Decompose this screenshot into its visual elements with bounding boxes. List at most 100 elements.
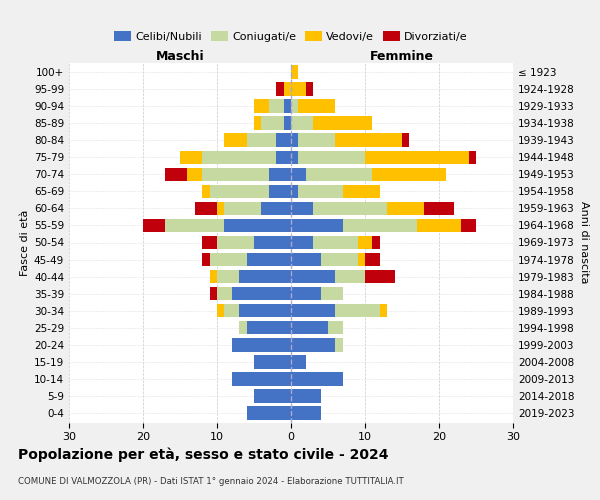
Bar xyxy=(291,287,320,300)
Bar xyxy=(291,338,335,351)
Bar xyxy=(306,82,313,96)
Bar xyxy=(291,219,343,232)
Bar xyxy=(387,202,424,215)
Bar xyxy=(380,304,387,318)
Bar xyxy=(143,219,165,232)
Bar xyxy=(291,202,313,215)
Bar xyxy=(284,82,291,96)
Bar xyxy=(254,356,291,368)
Bar xyxy=(313,202,387,215)
Bar xyxy=(262,202,291,215)
Bar xyxy=(313,116,373,130)
Bar xyxy=(373,236,380,249)
Bar xyxy=(232,372,291,386)
Bar xyxy=(291,116,313,130)
Bar xyxy=(217,236,254,249)
Bar xyxy=(254,390,291,402)
Bar xyxy=(291,65,298,78)
Bar xyxy=(417,219,461,232)
Bar xyxy=(365,253,380,266)
Bar xyxy=(247,134,276,147)
Bar xyxy=(239,321,247,334)
Bar xyxy=(224,304,239,318)
Bar xyxy=(402,134,409,147)
Bar xyxy=(291,150,298,164)
Bar xyxy=(343,219,417,232)
Bar xyxy=(217,202,224,215)
Bar xyxy=(202,168,269,181)
Bar xyxy=(291,82,306,96)
Y-axis label: Fasce di età: Fasce di età xyxy=(20,210,30,276)
Y-axis label: Anni di nascita: Anni di nascita xyxy=(579,201,589,284)
Text: Maschi: Maschi xyxy=(155,50,205,62)
Bar xyxy=(224,134,247,147)
Bar xyxy=(320,253,358,266)
Bar xyxy=(284,100,291,112)
Bar xyxy=(298,184,343,198)
Bar xyxy=(165,219,224,232)
Bar xyxy=(291,390,320,402)
Bar xyxy=(298,134,335,147)
Bar xyxy=(461,219,476,232)
Bar xyxy=(365,270,395,283)
Bar xyxy=(313,236,358,249)
Bar xyxy=(320,287,343,300)
Bar xyxy=(365,150,469,164)
Bar xyxy=(247,253,291,266)
Bar xyxy=(291,304,335,318)
Bar xyxy=(291,236,313,249)
Bar xyxy=(335,134,402,147)
Bar xyxy=(291,406,320,420)
Bar xyxy=(298,150,365,164)
Bar xyxy=(232,287,291,300)
Bar xyxy=(254,100,269,112)
Bar xyxy=(291,270,335,283)
Bar xyxy=(335,304,380,318)
Bar xyxy=(239,270,291,283)
Legend: Celibi/Nubili, Coniugati/e, Vedovi/e, Divorziati/e: Celibi/Nubili, Coniugati/e, Vedovi/e, Di… xyxy=(110,26,472,46)
Bar xyxy=(187,168,202,181)
Bar xyxy=(165,168,187,181)
Bar xyxy=(291,356,306,368)
Bar xyxy=(358,253,365,266)
Bar xyxy=(224,202,262,215)
Bar xyxy=(224,219,291,232)
Bar xyxy=(202,184,209,198)
Bar xyxy=(291,253,320,266)
Bar xyxy=(239,304,291,318)
Bar xyxy=(269,168,291,181)
Bar xyxy=(217,304,224,318)
Bar xyxy=(424,202,454,215)
Bar xyxy=(202,236,217,249)
Bar xyxy=(335,270,365,283)
Bar xyxy=(276,134,291,147)
Bar xyxy=(217,270,239,283)
Text: Popolazione per età, sesso e stato civile - 2024: Popolazione per età, sesso e stato civil… xyxy=(18,448,389,462)
Bar xyxy=(335,338,343,351)
Bar xyxy=(276,82,284,96)
Bar xyxy=(343,184,380,198)
Bar xyxy=(254,236,291,249)
Bar xyxy=(291,134,298,147)
Bar xyxy=(328,321,343,334)
Bar xyxy=(247,321,291,334)
Bar xyxy=(306,168,373,181)
Bar xyxy=(232,338,291,351)
Bar xyxy=(209,184,269,198)
Bar xyxy=(358,236,373,249)
Bar xyxy=(202,253,209,266)
Text: Femmine: Femmine xyxy=(370,50,434,62)
Bar xyxy=(202,150,276,164)
Bar xyxy=(469,150,476,164)
Text: COMUNE DI VALMOZZOLA (PR) - Dati ISTAT 1° gennaio 2024 - Elaborazione TUTTITALIA: COMUNE DI VALMOZZOLA (PR) - Dati ISTAT 1… xyxy=(18,478,404,486)
Bar xyxy=(291,168,306,181)
Bar xyxy=(291,372,343,386)
Bar xyxy=(298,100,335,112)
Bar xyxy=(291,321,328,334)
Bar xyxy=(262,116,284,130)
Bar xyxy=(276,150,291,164)
Bar xyxy=(180,150,202,164)
Bar xyxy=(291,184,298,198)
Bar xyxy=(269,184,291,198)
Bar xyxy=(254,116,262,130)
